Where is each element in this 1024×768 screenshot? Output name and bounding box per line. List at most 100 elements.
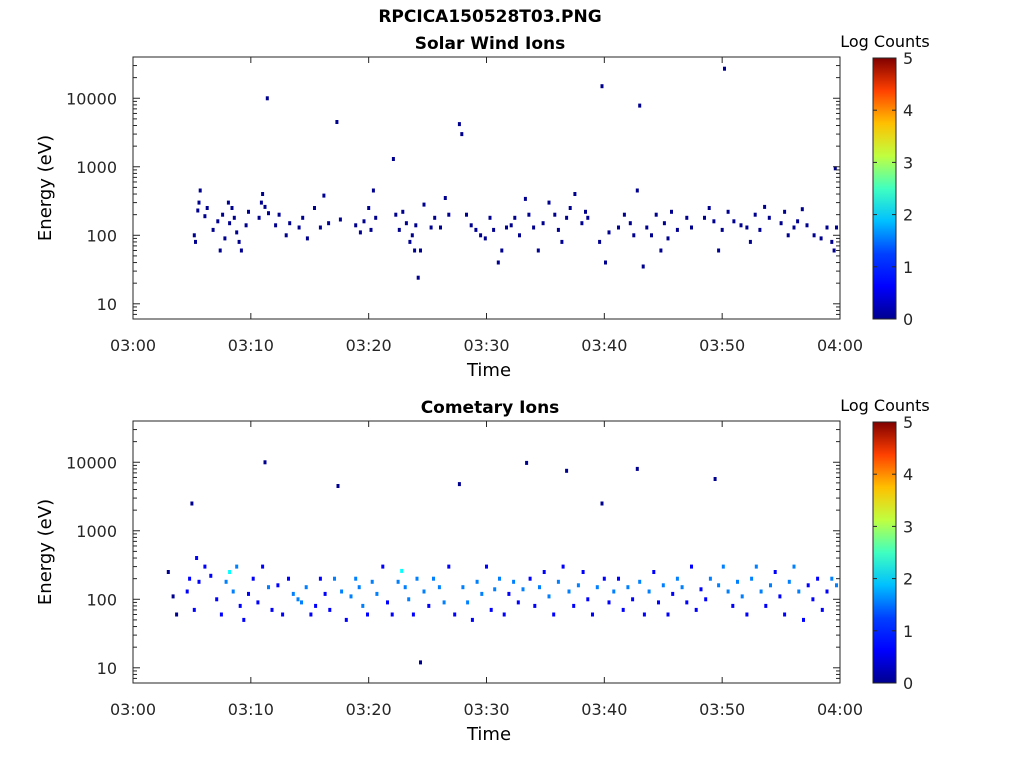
data-point — [469, 223, 473, 228]
data-point — [416, 275, 420, 280]
data-point — [480, 591, 484, 596]
data-point — [598, 239, 602, 244]
data-point — [740, 594, 744, 599]
data-point — [567, 589, 571, 594]
data-point — [586, 597, 590, 602]
data-point — [274, 223, 278, 228]
data-point — [333, 576, 336, 581]
data-point — [505, 225, 508, 230]
data-point — [414, 223, 418, 228]
data-point — [759, 589, 763, 594]
data-point — [622, 212, 626, 217]
data-point — [415, 576, 419, 581]
data-point — [403, 585, 407, 590]
data-point — [732, 219, 736, 224]
data-point — [533, 603, 537, 608]
data-point — [479, 233, 483, 238]
data-point — [820, 607, 824, 612]
data-point — [652, 570, 656, 574]
data-point — [680, 585, 684, 590]
data-point — [541, 221, 545, 226]
y-tick-label: 1000 — [76, 158, 117, 177]
data-point — [175, 612, 179, 617]
panel-title: Solar Wind Ions — [415, 34, 566, 54]
panel-cometary: Cometary Ions 03:00 03:10 03:20 03:30 03:40 0… — [35, 396, 930, 745]
data-point — [654, 212, 658, 217]
data-point — [830, 239, 834, 244]
data-point — [666, 612, 670, 617]
data-point — [287, 576, 290, 581]
data-point — [538, 585, 541, 590]
data-point — [493, 587, 497, 592]
data-point — [547, 200, 551, 205]
data-point — [470, 617, 474, 622]
data-point — [304, 585, 308, 590]
data-point — [802, 617, 805, 622]
data-point — [607, 600, 611, 605]
data-point — [327, 221, 331, 226]
data-point — [507, 591, 511, 596]
data-point — [565, 215, 569, 220]
data-point — [190, 501, 194, 506]
data-point — [192, 233, 196, 238]
data-point — [552, 612, 556, 617]
data-point — [419, 248, 422, 253]
data-point — [600, 84, 604, 89]
data-point — [787, 579, 791, 584]
data-point — [720, 227, 724, 232]
data-point — [717, 248, 721, 253]
data-point — [277, 212, 281, 217]
data-point — [489, 607, 493, 612]
y-tick-label: 1000 — [76, 522, 117, 541]
x-tick-label: 03:10 — [228, 336, 274, 355]
data-point — [197, 200, 201, 205]
data-point — [830, 576, 834, 581]
data-point — [708, 576, 712, 581]
data-point — [284, 233, 288, 238]
data-point — [457, 122, 461, 127]
data-point — [500, 248, 504, 253]
data-point — [228, 221, 232, 226]
data-point — [753, 212, 757, 217]
data-point — [401, 209, 405, 214]
data-point — [195, 556, 199, 560]
data-point — [228, 570, 232, 574]
data-point — [230, 206, 234, 210]
data-point — [390, 612, 394, 617]
data-point — [239, 248, 243, 253]
data-point — [607, 230, 611, 235]
colorbar-label: Log Counts — [840, 32, 930, 51]
data-point — [404, 221, 408, 226]
data-point — [453, 612, 457, 617]
data-point — [188, 576, 192, 581]
data-point — [297, 225, 301, 230]
colorbar-tick-label: 2 — [903, 206, 913, 225]
data-point — [367, 206, 371, 210]
data-point — [661, 583, 665, 588]
data-point — [413, 248, 417, 253]
data-point — [750, 576, 754, 581]
colorbar-ticks: 0 1 2 3 4 5 — [873, 413, 913, 693]
data-point — [832, 248, 836, 253]
x-axis-label: Time — [466, 360, 511, 381]
data-point — [432, 576, 435, 581]
data-point — [305, 236, 309, 241]
colorbar-ticks: 0 1 2 3 4 5 — [873, 49, 913, 329]
data-point — [547, 594, 551, 599]
data-point — [318, 576, 322, 581]
data-point — [498, 576, 501, 581]
data-point — [408, 239, 412, 244]
y-tick-label: 10 — [97, 295, 117, 314]
data-point — [422, 589, 426, 594]
data-point — [211, 227, 215, 232]
colorbar-gradient — [872, 421, 897, 684]
axes: 03:00 03:10 03:20 03:30 03:40 03:50 04:00 10 100… — [66, 56, 863, 355]
y-axis-label: Energy (eV) — [35, 499, 56, 605]
data-point — [442, 600, 446, 605]
colorbar-tick-label: 4 — [903, 101, 913, 120]
data-point — [198, 188, 202, 193]
data-point — [313, 206, 316, 210]
data-point — [291, 591, 295, 596]
data-point — [723, 66, 726, 71]
data-point — [635, 188, 639, 193]
